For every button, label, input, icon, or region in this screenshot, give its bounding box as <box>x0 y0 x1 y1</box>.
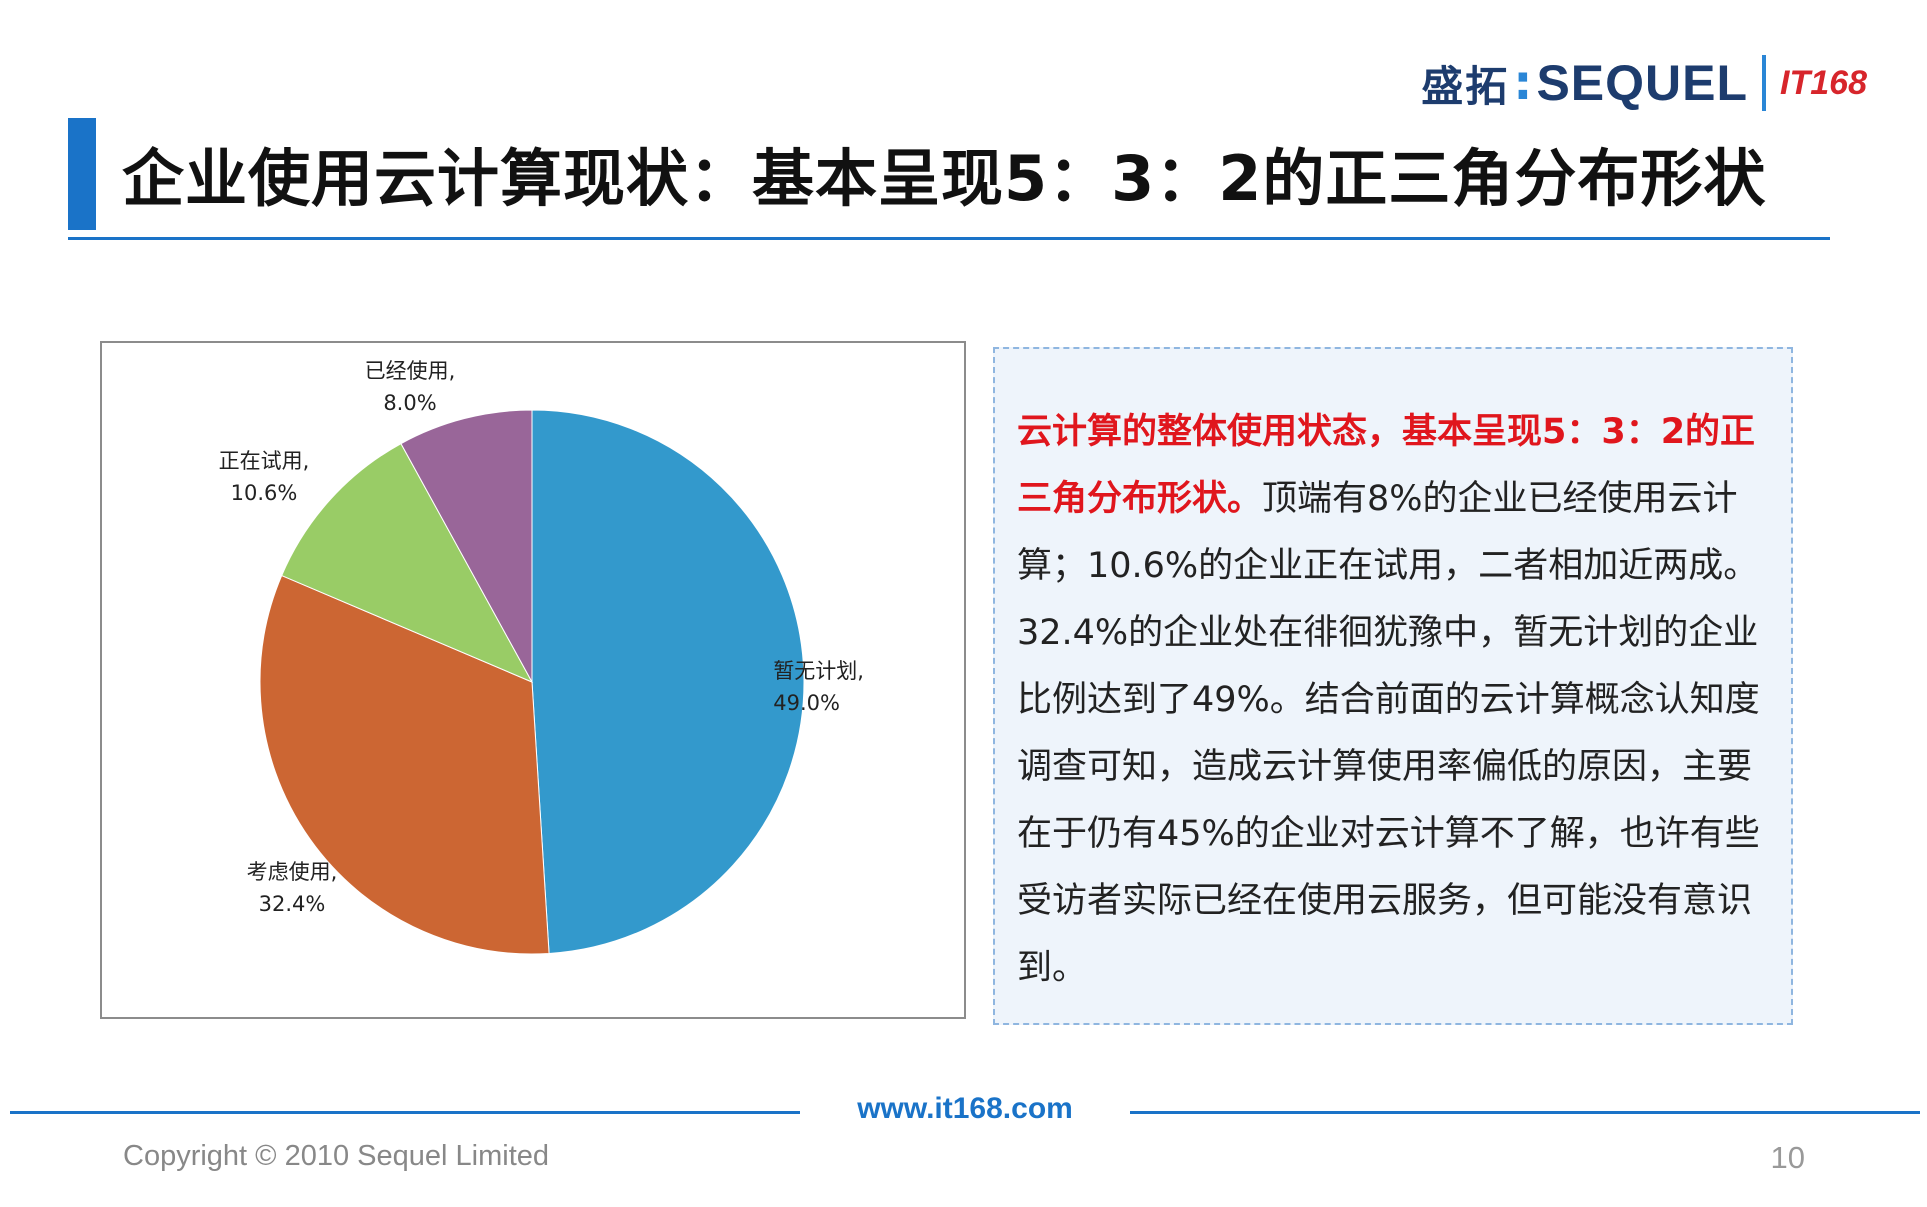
pie-slice-label: 已经使用, <box>365 359 456 383</box>
sequel-it168-logo: 盛拓 : SEQUEL IT168 <box>1421 48 1867 118</box>
pie-slice-label: 考虑使用, <box>247 860 338 884</box>
title-accent-bar <box>68 118 96 230</box>
footer-url: www.it168.com <box>857 1092 1073 1125</box>
summary-text-box: 云计算的整体使用状态，基本呈现5：3：2的正三角分布形状。顶端有8%的企业已经使… <box>993 347 1793 1025</box>
logo-colon: : <box>1513 55 1533 111</box>
pie-slice-label: 正在试用, <box>219 449 310 473</box>
pie-slice-value: 10.6% <box>231 481 298 505</box>
pie-slice-value: 32.4% <box>259 892 326 916</box>
pie-slice <box>400 409 533 683</box>
pie-slice-label: 暂无计划, <box>773 659 864 683</box>
logo-divider <box>1762 55 1767 111</box>
pie-slice-value: 49.0% <box>773 691 840 715</box>
summary-highlight: 云计算的整体使用状态，基本呈现5：3：2的正三角分布形状。 <box>1017 412 1756 519</box>
pie-slice <box>531 409 805 954</box>
pie-slice <box>259 574 550 955</box>
pie-chart-frame: 暂无计划, 49.0% 考虑使用, 32.4% 正在试用, 10.6% 已经使用, 8.0% <box>100 341 966 1019</box>
footer-line-right <box>1130 1111 1920 1114</box>
copyright-text: Copyright © 2010 Sequel Limited <box>123 1140 550 1172</box>
pie-slice-value: 8.0% <box>383 391 436 415</box>
it168-logo: IT168 <box>1780 63 1867 102</box>
slide-title: 企业使用云计算现状：基本呈现5：3：2的正三角分布形状 <box>122 142 1767 215</box>
summary-body: 顶端有8%的企业已经使用云计算；10.6%的企业正在试用，二者相加近两成。32.… <box>1017 479 1760 988</box>
logo-chinese-text: 盛拓 <box>1421 61 1510 111</box>
logo-sequel-text: SEQUEL <box>1536 55 1749 111</box>
page-number: 10 <box>1770 1140 1805 1175</box>
pie-chart: 暂无计划, 49.0% 考虑使用, 32.4% 正在试用, 10.6% 已经使用, 8.0% <box>219 359 864 955</box>
pie-slice <box>281 442 534 684</box>
summary-paragraph: 云计算的整体使用状态，基本呈现5：3：2的正三角分布形状。顶端有8%的企业已经使… <box>1017 399 1773 1002</box>
footer-line-left <box>10 1111 800 1114</box>
title-divider <box>68 237 1830 240</box>
